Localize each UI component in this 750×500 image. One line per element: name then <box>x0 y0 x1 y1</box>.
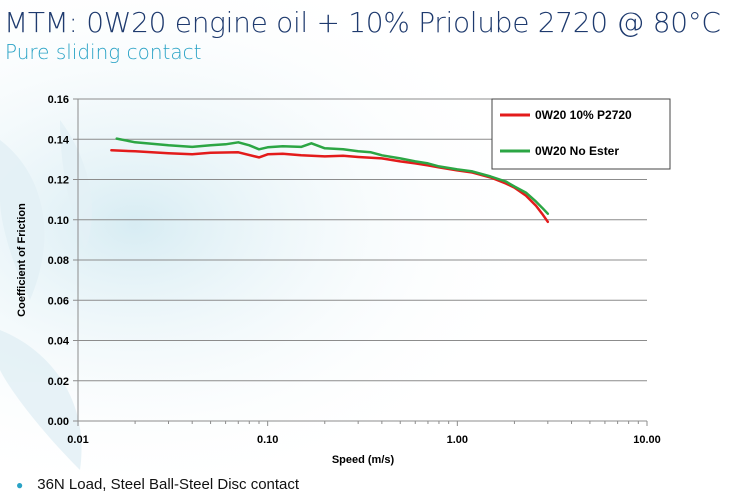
y-tick-label: 0.00 <box>48 416 69 428</box>
y-tick-label: 0.08 <box>48 255 69 267</box>
y-tick-label: 0.02 <box>48 376 69 388</box>
y-tick-label: 0.10 <box>48 215 69 227</box>
series-line-0w20-10-p2720 <box>110 149 550 224</box>
x-tick-label: 10.00 <box>633 434 661 446</box>
bullet-text: 36N Load, Steel Ball-Steel Disc contact <box>37 476 300 493</box>
y-tick-labels: 0.00 0.02 0.04 0.06 0.08 0.10 0.12 0.14 0.16 <box>48 94 70 428</box>
chart-gridlines <box>78 98 647 382</box>
x-axis-label: Speed (m/s) <box>332 454 395 466</box>
y-tick-label: 0.06 <box>48 295 69 307</box>
bullet-item: ● 36N Load, Steel Ball-Steel Disc contac… <box>16 476 299 493</box>
bullet-list: ● 36N Load, Steel Ball-Steel Disc contac… <box>16 476 299 493</box>
slide-title: MTM: 0W20 engine oil + 10% Priolube 2720… <box>4 6 721 39</box>
y-axis-label: Coefficient of Friction <box>16 203 28 317</box>
y-tick-label: 0.04 <box>48 336 70 348</box>
chart-legend: 0W20 10% P2720 0W20 No Ester <box>491 98 671 170</box>
chart-series <box>110 137 550 224</box>
legend-label-0w20-10-p2720: 0W20 10% P2720 <box>535 108 632 122</box>
legend-box <box>491 98 671 170</box>
chart-axes <box>73 98 648 426</box>
y-tick-label: 0.12 <box>48 175 69 187</box>
y-tick-label: 0.14 <box>48 134 70 146</box>
series-line-0w20-no-ester <box>115 137 550 215</box>
friction-chart: 0.00 0.02 0.04 0.06 0.08 0.10 0.12 0.14 0.16 0.0… <box>16 94 671 466</box>
x-tick-label: 1.00 <box>447 434 468 446</box>
y-tick-label: 0.16 <box>48 94 69 106</box>
x-tick-label: 0.10 <box>257 434 278 446</box>
bullet-dot-icon: ● <box>16 477 24 492</box>
x-tick-labels: 0.01 0.10 1.00 10.00 <box>67 434 660 446</box>
x-tick-label: 0.01 <box>67 434 88 446</box>
legend-label-0w20-no-ester: 0W20 No Ester <box>535 144 619 158</box>
slide-subtitle: Pure sliding contact <box>5 40 202 64</box>
